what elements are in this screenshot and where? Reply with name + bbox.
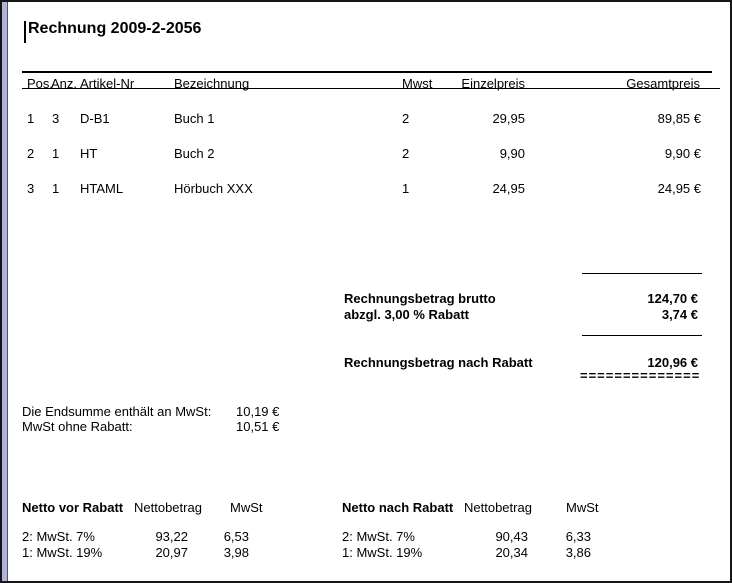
table-top-rule — [22, 71, 712, 73]
item-pos: 2 — [27, 146, 35, 161]
item-gesamtpreis: 24,95 € — [657, 181, 701, 196]
item-gesamtpreis: 89,85 € — [657, 111, 701, 126]
col-header-einzelpreis: Einzelpreis — [461, 76, 525, 91]
col-header-gesamtpreis: Gesamtpreis — [626, 76, 700, 91]
tax-row-label: 2: MwSt. 7% — [342, 529, 415, 544]
tax-row-netto: 93,22 — [155, 529, 188, 544]
col-header-artikel-nr: Artikel-Nr — [80, 76, 135, 91]
text-cursor — [24, 21, 26, 43]
rabatt-value: 3,74 € — [661, 307, 698, 322]
item-anz: 1 — [52, 146, 60, 161]
totals-rule-mid — [582, 335, 702, 336]
invoice-title: Rechnung 2009-2-2056 — [28, 20, 202, 37]
col-header-nettobetrag: Nettobetrag — [464, 500, 532, 515]
item-einzelpreis: 29,95 — [492, 111, 525, 126]
item-anz: 1 — [52, 181, 60, 196]
brutto-label: Rechnungsbetrag brutto — [344, 291, 496, 306]
item-mwst: 1 — [402, 181, 410, 196]
col-header-nettobetrag: Nettobetrag — [134, 500, 202, 515]
tax-row-label: 1: MwSt. 19% — [342, 545, 423, 560]
item-mwst: 2 — [402, 111, 410, 126]
col-header-mwst: MwSt — [566, 500, 599, 515]
col-header-pos: Pos. — [27, 76, 54, 91]
item-einzelpreis: 9,90 — [499, 146, 525, 161]
rabatt-label: abzgl. 3,00 % Rabatt — [344, 307, 469, 322]
col-header-mwst: MwSt — [230, 500, 263, 515]
col-header-bezeichnung: Bezeichnung — [174, 76, 250, 91]
brutto-value: 124,70 € — [647, 291, 698, 306]
mwst-ohne-rabatt-label: MwSt ohne Rabatt: — [22, 419, 133, 434]
tax-row-netto: 20,97 — [155, 545, 188, 560]
item-bezeichnung: Hörbuch XXX — [174, 181, 253, 196]
item-artikel-nr: HT — [80, 146, 98, 161]
table-header-rule — [22, 88, 720, 89]
left-margin-strip — [2, 2, 8, 581]
endsumme-mwst-label: Die Endsumme enthält an MwSt: — [22, 404, 212, 419]
endsumme-mwst-value: 10,19 € — [236, 404, 280, 419]
item-bezeichnung: Buch 1 — [174, 111, 215, 126]
tax-row-netto: 90,43 — [495, 529, 528, 544]
item-artikel-nr: D-B1 — [80, 111, 110, 126]
col-header-anz: Anz. — [51, 76, 78, 91]
tax-row-netto: 20,34 — [495, 545, 528, 560]
totals-rule-top — [582, 273, 702, 274]
tax-row-mwst: 3,86 — [565, 545, 591, 560]
item-pos: 1 — [27, 111, 35, 126]
tax-row-mwst: 6,33 — [565, 529, 591, 544]
item-pos: 3 — [27, 181, 35, 196]
mwst-ohne-rabatt-value: 10,51 € — [236, 419, 280, 434]
item-mwst: 2 — [402, 146, 410, 161]
col-header-mwst: Mwst — [402, 76, 433, 91]
item-gesamtpreis: 9,90 € — [664, 146, 701, 161]
tax-row-label: 2: MwSt. 7% — [22, 529, 95, 544]
nach-rabatt-label: Rechnungsbetrag nach Rabatt — [344, 355, 533, 370]
item-artikel-nr: HTAML — [80, 181, 124, 196]
nach-rabatt-value: 120,96 € — [647, 355, 698, 370]
tax-row-mwst: 6,53 — [223, 529, 249, 544]
item-einzelpreis: 24,95 — [492, 181, 525, 196]
netto-nach-rabatt-title: Netto nach Rabatt — [342, 500, 454, 515]
tax-row-mwst: 3,98 — [223, 545, 249, 560]
item-bezeichnung: Buch 2 — [174, 146, 215, 161]
totals-double-underline: ============== — [580, 368, 701, 383]
tax-row-label: 1: MwSt. 19% — [22, 545, 103, 560]
item-anz: 3 — [52, 111, 60, 126]
netto-vor-rabatt-title: Netto vor Rabatt — [22, 500, 124, 515]
